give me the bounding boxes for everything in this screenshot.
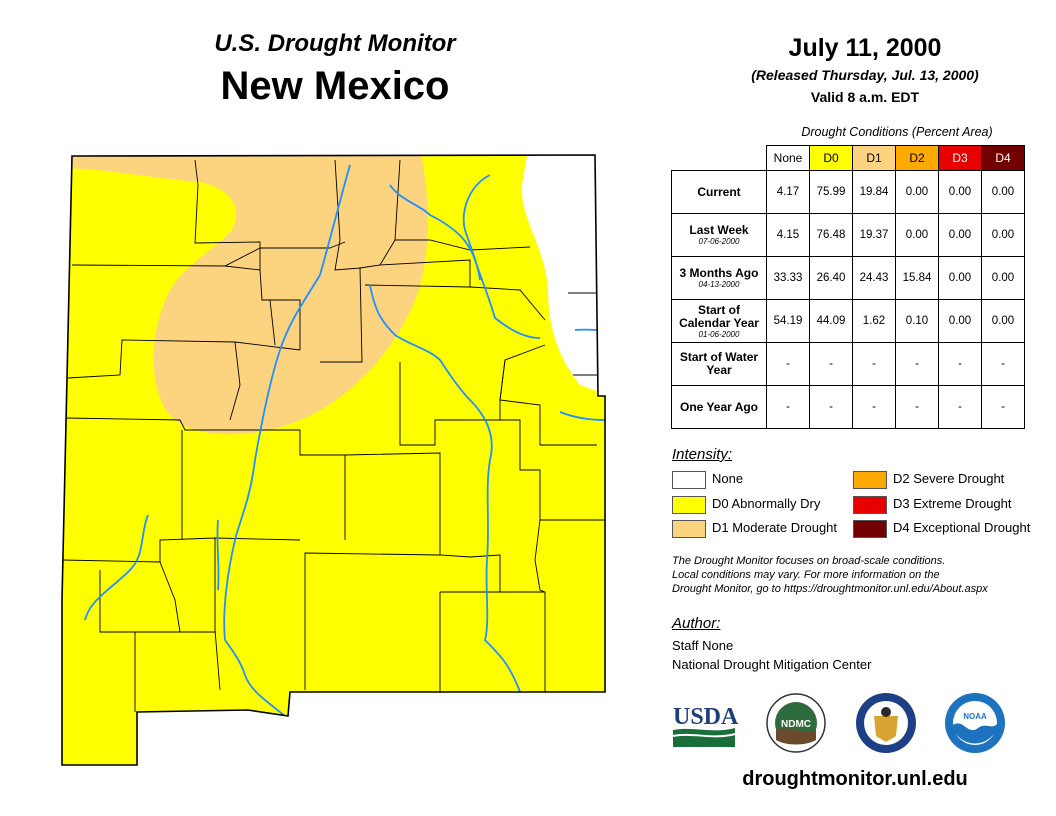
table-cell: - [895, 342, 939, 386]
column-header-d3: D3 [938, 145, 982, 171]
valid-time: Valid 8 a.m. EDT [810, 89, 920, 105]
release-date: (Released Thursday, Jul. 13, 2000) [751, 67, 979, 83]
disclaimer-note: The Drought Monitor focuses on broad-sca… [672, 555, 988, 595]
usda-logo: USDA [672, 704, 739, 747]
table-row: 3 Months Ago 04-13-2000 33.33 26.40 24.43… [671, 256, 1025, 300]
row-label-last-week: Last Week 07-06-2000 [671, 213, 767, 257]
row-label-one-year-ago: One Year Ago [671, 385, 767, 429]
partner-logos: USDA NDMC NOAA [672, 693, 1005, 753]
table-cell: 44.09 [809, 299, 853, 343]
table-row: Current 4.17 75.99 19.84 0.00 0.00 0.00 [671, 170, 1025, 214]
table-cell: 0.00 [895, 170, 939, 214]
table-cell: - [852, 342, 896, 386]
author-title: Author: [672, 615, 721, 632]
table-cell: - [766, 385, 810, 429]
table-cell: 26.40 [809, 256, 853, 300]
column-header-d0: D0 [809, 145, 853, 171]
table-cell: 0.00 [938, 256, 982, 300]
table-cell: 0.00 [938, 299, 982, 343]
legend-swatch [853, 495, 887, 514]
table-row: Last Week 07-06-2000 4.15 76.48 19.37 0.0… [671, 213, 1025, 257]
legend-item-d4: D4 Exceptional Drought [853, 519, 1030, 538]
legend-item-d0: D0 Abnormally Dry [672, 495, 820, 514]
table-cell: 0.00 [938, 170, 982, 214]
table-cell: - [938, 385, 982, 429]
drought-conditions-table: None D0 D1 D2 D3 D4 Current 4.17 75.99 1… [671, 145, 1025, 429]
table-cell: 76.48 [809, 213, 853, 257]
state-border [61, 154, 606, 766]
legend-swatch [853, 519, 887, 538]
none-region [521, 155, 605, 396]
table-cell: - [766, 342, 810, 386]
row-label-start-of-calendar-year: Start of Calendar Year 01-06-2000 [671, 299, 767, 343]
author-name: Staff None [672, 638, 734, 653]
table-cell: - [809, 385, 853, 429]
table-cell: 19.84 [852, 170, 896, 214]
row-label-3-months-ago: 3 Months Ago 04-13-2000 [671, 256, 767, 300]
website-url[interactable]: droughtmonitor.unl.edu [742, 768, 968, 790]
svg-text:NDMC: NDMC [781, 719, 811, 730]
table-cell: 19.37 [852, 213, 896, 257]
table-row: Start of Calendar Year 01-06-2000 54.19 4… [671, 299, 1025, 343]
column-header-d4: D4 [981, 145, 1025, 171]
table-cell: - [981, 342, 1025, 386]
commerce-seal [856, 693, 916, 753]
map-date: July 11, 2000 [788, 34, 942, 62]
table-cell: 0.00 [981, 170, 1025, 214]
legend-item-none: None [672, 470, 743, 489]
table-cell: 1.62 [852, 299, 896, 343]
svg-text:USDA: USDA [673, 704, 739, 730]
table-cell: 0.00 [981, 213, 1025, 257]
row-label-current: Current [671, 170, 767, 214]
map-subtitle: U.S. Drought Monitor [214, 30, 456, 57]
table-cell: 4.17 [766, 170, 810, 214]
legend-swatch [672, 495, 706, 514]
author-org: National Drought Mitigation Center [672, 657, 872, 672]
table-row: Start of Water Year - - - - - - [671, 342, 1025, 386]
d1-region [62, 155, 428, 435]
table-cell: 75.99 [809, 170, 853, 214]
legend-item-d1: D1 Moderate Drought [672, 519, 837, 538]
row-label-start-of-water-year: Start of Water Year [671, 342, 767, 386]
table-cell: 54.19 [766, 299, 810, 343]
table-cell: - [938, 342, 982, 386]
table-cell: 4.15 [766, 213, 810, 257]
table-cell: 0.00 [895, 213, 939, 257]
legend-swatch [672, 470, 706, 489]
table-cell: 0.00 [981, 256, 1025, 300]
rivers [84, 164, 605, 717]
county-lines [62, 159, 605, 712]
legend-swatch [853, 470, 887, 489]
svg-text:NOAA: NOAA [963, 712, 987, 721]
ndmc-logo: NDMC [766, 693, 826, 753]
noaa-logo: NOAA [945, 693, 1005, 753]
column-header-none: None [766, 145, 810, 171]
state-title: New Mexico [220, 64, 450, 108]
legend-title: Intensity: [672, 446, 733, 463]
table-cell: 0.10 [895, 299, 939, 343]
table-cell: 24.43 [852, 256, 896, 300]
table-cell: - [895, 385, 939, 429]
column-header-d2: D2 [895, 145, 939, 171]
table-cell: 0.00 [981, 299, 1025, 343]
table-cell: - [981, 385, 1025, 429]
legend-item-d3: D3 Extreme Drought [853, 495, 1012, 514]
drought-map [61, 154, 606, 766]
table-cell: - [852, 385, 896, 429]
table-cell: 15.84 [895, 256, 939, 300]
legend-swatch [672, 519, 706, 538]
table-cell: 0.00 [938, 213, 982, 257]
table-caption: Drought Conditions (Percent Area) [801, 125, 993, 139]
table-cell: 33.33 [766, 256, 810, 300]
table-cell: - [809, 342, 853, 386]
table-row: One Year Ago - - - - - - [671, 385, 1025, 429]
legend-item-d2: D2 Severe Drought [853, 470, 1004, 489]
column-header-d1: D1 [852, 145, 896, 171]
